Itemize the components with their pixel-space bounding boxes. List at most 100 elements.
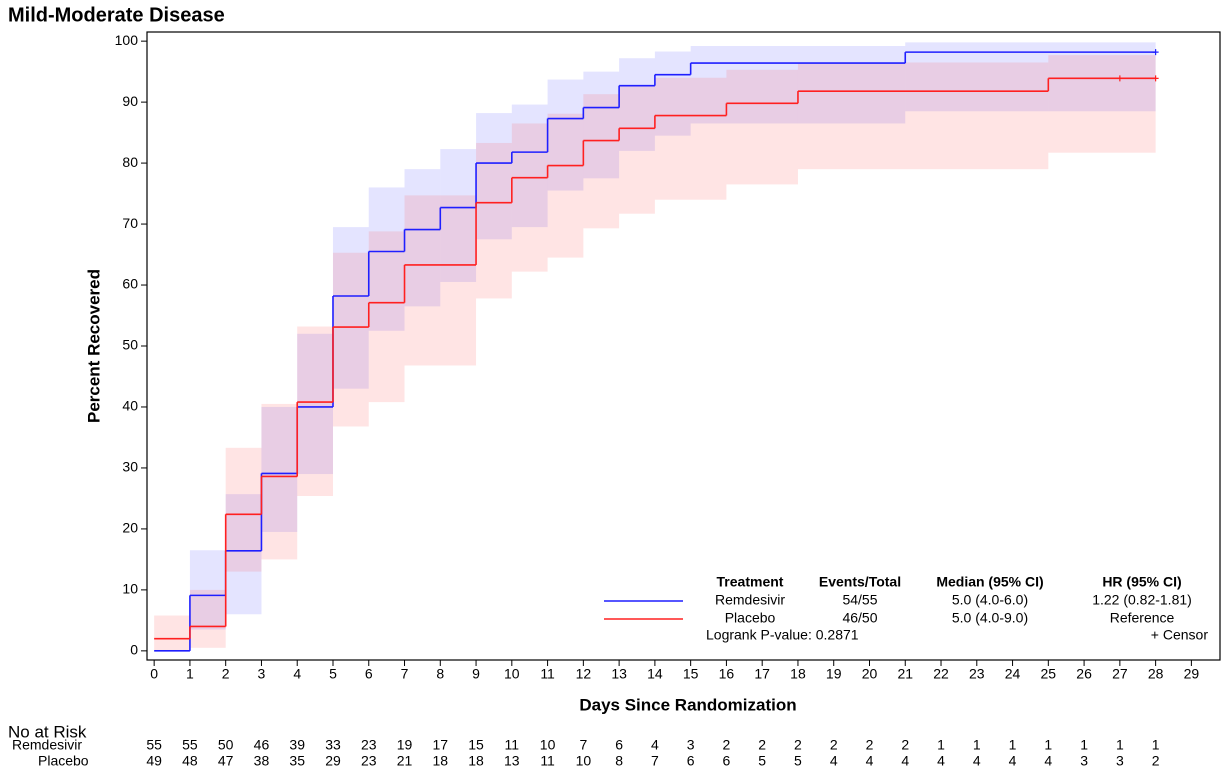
legend-header: Events/Total: [819, 574, 901, 590]
confidence-band: [547, 79, 584, 191]
at-risk-count: 18: [468, 753, 484, 769]
confidence-band: [404, 169, 441, 307]
x-tick-label: 11: [540, 666, 555, 682]
x-tick-label: 0: [150, 666, 158, 682]
x-tick-label: 24: [1005, 666, 1021, 682]
logrank-text: Logrank P-value: 0.2871: [706, 627, 859, 643]
x-tick-label: 15: [683, 666, 699, 682]
x-tick-label: 14: [647, 666, 663, 682]
x-tick-label: 18: [790, 666, 806, 682]
confidence-band: [583, 94, 620, 229]
legend-cell: 54/55: [842, 592, 877, 608]
at-risk-count: 47: [218, 753, 234, 769]
confidence-band: [297, 326, 333, 496]
y-tick-label: 70: [122, 215, 138, 231]
confidence-band: [511, 123, 548, 272]
at-risk-count: 4: [1009, 753, 1017, 769]
at-risk-count: 1: [1116, 737, 1124, 753]
legend-label: Placebo: [725, 610, 776, 626]
at-risk-count: 10: [576, 753, 592, 769]
confidence-band: [511, 104, 548, 228]
x-tick-label: 22: [933, 666, 949, 682]
at-risk-count: 6: [723, 753, 731, 769]
confidence-band: [261, 406, 298, 532]
x-tick-label: 28: [1148, 666, 1164, 682]
at-risk-count: 4: [830, 753, 838, 769]
x-tick-label: 19: [826, 666, 842, 682]
x-tick-label: 3: [258, 666, 266, 682]
at-risk-count: 5: [758, 753, 766, 769]
at-risk-count: 19: [397, 737, 413, 753]
confidence-band: [726, 69, 798, 185]
at-risk-count: 11: [505, 737, 520, 753]
at-risk-count: 7: [579, 737, 587, 753]
at-risk-count: 1: [973, 737, 981, 753]
at-risk-count: 4: [651, 737, 659, 753]
at-risk-count: 4: [866, 753, 874, 769]
at-risk-count: 1: [1044, 737, 1052, 753]
legend-header: Treatment: [717, 574, 784, 590]
at-risk-count: 1: [937, 737, 945, 753]
confidence-band: [905, 42, 1156, 112]
at-risk-count: 4: [1044, 753, 1052, 769]
x-tick-label: 29: [1184, 666, 1200, 682]
at-risk-count: 35: [289, 753, 305, 769]
at-risk-count: 1: [1080, 737, 1088, 753]
at-risk-count: 2: [901, 737, 909, 753]
at-risk-count: 50: [218, 737, 234, 753]
confidence-band: [154, 615, 190, 651]
at-risk-count: 23: [361, 753, 377, 769]
confidence-band: [654, 77, 727, 200]
at-risk-count: 10: [540, 737, 556, 753]
at-risk-count: 4: [973, 753, 981, 769]
at-risk-count: 7: [651, 753, 659, 769]
at-risk-count: 1: [1009, 737, 1017, 753]
confidence-band: [797, 62, 1049, 170]
at-risk-count: 11: [540, 753, 555, 769]
at-risk-label: Placebo: [38, 753, 89, 769]
confidence-band: [654, 51, 691, 136]
censor-legend: + Censor: [1151, 627, 1209, 643]
chart-title: Mild-Moderate Disease: [8, 4, 225, 26]
at-risk-count: 48: [182, 753, 198, 769]
at-risk-count: 13: [504, 753, 520, 769]
at-risk-count: 4: [901, 753, 909, 769]
y-axis-label: Percent Recovered: [84, 269, 103, 423]
confidence-band: [476, 113, 512, 240]
at-risk-count: 38: [254, 753, 270, 769]
at-risk-count: 39: [289, 737, 305, 753]
confidence-band: [225, 447, 262, 572]
at-risk-count: 1: [1152, 737, 1160, 753]
x-tick-label: 21: [897, 666, 913, 682]
at-risk-count: 15: [468, 737, 484, 753]
confidence-band: [476, 142, 512, 299]
x-tick-label: 6: [365, 666, 373, 682]
x-tick-label: 4: [293, 666, 301, 682]
y-tick-label: 40: [122, 398, 138, 414]
confidence-band: [619, 58, 655, 151]
at-risk-count: 8: [615, 753, 623, 769]
confidence-band: [547, 113, 584, 258]
at-risk-count: 3: [1116, 753, 1124, 769]
confidence-band: [619, 86, 655, 214]
y-tick-label: 30: [122, 459, 138, 475]
at-risk-count: 4: [937, 753, 945, 769]
confidence-band: [368, 187, 405, 331]
at-risk-count: 2: [723, 737, 731, 753]
at-risk-count: 3: [687, 737, 695, 753]
y-tick-label: 50: [122, 337, 138, 353]
at-risk-count: 6: [687, 753, 695, 769]
x-tick-label: 16: [719, 666, 735, 682]
confidence-band: [332, 252, 369, 427]
x-axis-label: Days Since Randomization: [579, 695, 796, 714]
at-risk-count: 2: [830, 737, 838, 753]
censor-mark: [1152, 49, 1159, 56]
confidence-band: [368, 231, 405, 403]
x-tick-label: 7: [401, 666, 409, 682]
at-risk-count: 2: [794, 737, 802, 753]
legend-header: Median (95% CI): [936, 574, 1043, 590]
at-risk-count: 29: [325, 753, 341, 769]
at-risk-count: 55: [146, 737, 162, 753]
y-tick-label: 0: [130, 642, 138, 658]
